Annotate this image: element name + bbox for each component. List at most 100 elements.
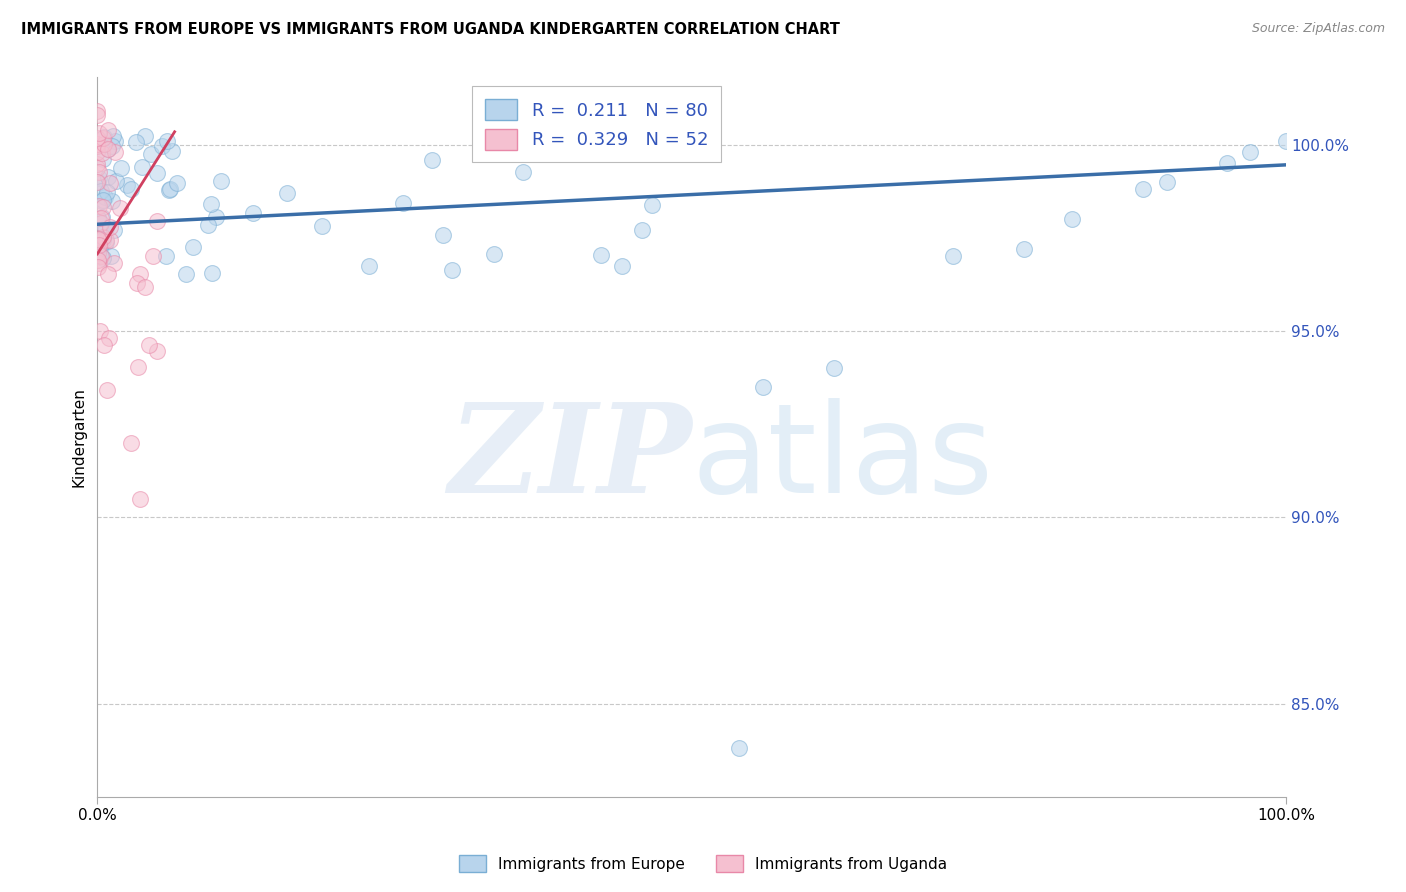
Point <box>89 234 111 248</box>
Point <box>97 268 120 282</box>
Point <box>176 267 198 281</box>
Point <box>87 175 110 189</box>
Text: atlas: atlas <box>692 398 994 519</box>
Point <box>128 491 150 506</box>
Point <box>205 210 228 224</box>
Point <box>89 240 111 254</box>
Point <box>160 144 183 158</box>
Point <box>94 190 117 204</box>
Point <box>134 280 156 294</box>
Point <box>752 380 775 394</box>
Text: ZIP: ZIP <box>449 398 692 519</box>
Point <box>87 260 110 274</box>
Point <box>91 131 114 145</box>
Point <box>87 232 110 246</box>
Point <box>89 249 111 263</box>
Point <box>89 248 111 262</box>
Point <box>86 131 108 145</box>
Point <box>108 201 131 215</box>
Point <box>1014 242 1036 256</box>
Point <box>97 123 120 137</box>
Point <box>131 160 153 174</box>
Point <box>129 267 152 281</box>
Point <box>97 169 120 184</box>
Point <box>422 153 444 167</box>
Point <box>1156 175 1178 189</box>
Point <box>89 238 111 252</box>
Point <box>1060 212 1083 227</box>
Y-axis label: Kindergarten: Kindergarten <box>72 387 86 487</box>
Point <box>93 136 115 151</box>
Point <box>86 157 108 171</box>
Point <box>90 145 112 160</box>
Point <box>823 361 845 376</box>
Point <box>276 186 298 201</box>
Point <box>90 217 112 231</box>
Point <box>86 137 108 152</box>
Point <box>201 266 224 280</box>
Point <box>86 161 108 176</box>
Point <box>120 182 142 196</box>
Point <box>104 174 127 188</box>
Point <box>93 129 115 144</box>
Point <box>91 230 114 244</box>
Point <box>87 246 110 260</box>
Point <box>94 233 117 247</box>
Point <box>138 337 160 351</box>
Point <box>181 240 204 254</box>
Point <box>392 195 415 210</box>
Point <box>86 138 108 153</box>
Point <box>87 252 110 267</box>
Point <box>93 337 115 351</box>
Point <box>166 176 188 190</box>
Point <box>311 219 333 233</box>
Point <box>90 211 112 225</box>
Point <box>209 174 232 188</box>
Point <box>432 227 454 242</box>
Point <box>104 134 127 148</box>
Text: Source: ZipAtlas.com: Source: ZipAtlas.com <box>1251 22 1385 36</box>
Point <box>1275 134 1298 148</box>
Point <box>103 255 125 269</box>
Point <box>91 194 114 208</box>
Point <box>641 198 664 212</box>
Point <box>120 435 142 450</box>
Point <box>125 135 148 149</box>
Point <box>197 218 219 232</box>
Legend: Immigrants from Europe, Immigrants from Uganda: Immigrants from Europe, Immigrants from … <box>451 847 955 880</box>
Point <box>100 139 122 153</box>
Point <box>159 182 181 196</box>
Point <box>441 263 464 277</box>
Point <box>631 223 654 237</box>
Point <box>87 170 110 185</box>
Point <box>145 166 167 180</box>
Point <box>117 178 139 192</box>
Point <box>86 107 108 121</box>
Point <box>155 249 177 263</box>
Point <box>98 219 121 234</box>
Point <box>125 276 148 290</box>
Point <box>610 259 633 273</box>
Point <box>89 126 111 140</box>
Point <box>86 145 108 160</box>
Point <box>200 196 222 211</box>
Point <box>101 194 124 209</box>
Point <box>91 153 114 167</box>
Point <box>97 142 120 156</box>
Point <box>942 249 965 263</box>
Point <box>110 161 132 175</box>
Point <box>98 233 121 247</box>
Point <box>127 359 149 374</box>
Point <box>89 165 111 179</box>
Point <box>98 331 121 345</box>
Point <box>512 164 534 178</box>
Point <box>142 249 165 263</box>
Point <box>104 145 127 159</box>
Point <box>87 198 110 212</box>
Point <box>475 145 498 160</box>
Point <box>87 211 110 225</box>
Point <box>86 103 108 118</box>
Point <box>157 183 180 197</box>
Point <box>93 220 115 235</box>
Point <box>96 384 118 398</box>
